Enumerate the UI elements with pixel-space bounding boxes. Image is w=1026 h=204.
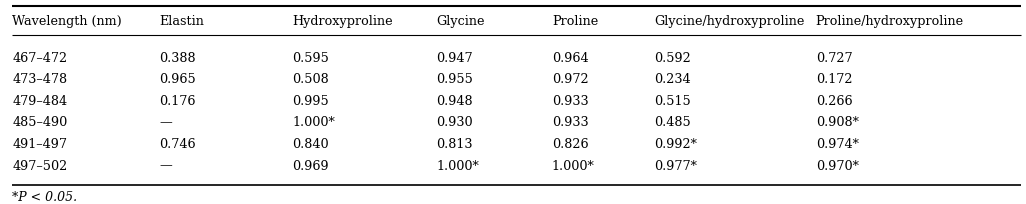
- Text: 0.746: 0.746: [159, 137, 196, 150]
- Text: 0.970*: 0.970*: [816, 159, 859, 172]
- Text: 0.176: 0.176: [159, 94, 196, 108]
- Text: 0.908*: 0.908*: [816, 116, 859, 129]
- Text: —: —: [159, 116, 171, 129]
- Text: Elastin: Elastin: [159, 15, 204, 28]
- Text: 0.974*: 0.974*: [816, 137, 859, 150]
- Text: 0.947: 0.947: [436, 52, 473, 65]
- Text: 0.813: 0.813: [436, 137, 473, 150]
- Text: 0.515: 0.515: [655, 94, 692, 108]
- Text: 0.595: 0.595: [292, 52, 329, 65]
- Text: 0.972: 0.972: [552, 73, 589, 86]
- Text: Glycine: Glycine: [436, 15, 484, 28]
- Text: 0.955: 0.955: [436, 73, 473, 86]
- Text: 485–490: 485–490: [12, 116, 68, 129]
- Text: 0.485: 0.485: [655, 116, 692, 129]
- Text: 497–502: 497–502: [12, 159, 68, 172]
- Text: 0.234: 0.234: [655, 73, 692, 86]
- Text: 0.992*: 0.992*: [655, 137, 698, 150]
- Text: 491–497: 491–497: [12, 137, 68, 150]
- Text: 0.592: 0.592: [655, 52, 692, 65]
- Text: 0.172: 0.172: [816, 73, 853, 86]
- Text: 0.727: 0.727: [816, 52, 853, 65]
- Text: 0.930: 0.930: [436, 116, 473, 129]
- Text: 0.995: 0.995: [292, 94, 329, 108]
- Text: —: —: [159, 159, 171, 172]
- Text: 0.508: 0.508: [292, 73, 329, 86]
- Text: 0.840: 0.840: [292, 137, 329, 150]
- Text: 473–478: 473–478: [12, 73, 68, 86]
- Text: 0.965: 0.965: [159, 73, 196, 86]
- Text: 0.933: 0.933: [552, 94, 589, 108]
- Text: 1.000*: 1.000*: [292, 116, 336, 129]
- Text: 1.000*: 1.000*: [436, 159, 479, 172]
- Text: 1.000*: 1.000*: [552, 159, 595, 172]
- Text: 0.977*: 0.977*: [655, 159, 698, 172]
- Text: Hydroxyproline: Hydroxyproline: [292, 15, 393, 28]
- Text: 0.964: 0.964: [552, 52, 589, 65]
- Text: 0.948: 0.948: [436, 94, 473, 108]
- Text: *P < 0.05.: *P < 0.05.: [12, 190, 77, 203]
- Text: 0.388: 0.388: [159, 52, 196, 65]
- Text: 0.266: 0.266: [816, 94, 853, 108]
- Text: 0.933: 0.933: [552, 116, 589, 129]
- Text: 479–484: 479–484: [12, 94, 68, 108]
- Text: 0.826: 0.826: [552, 137, 589, 150]
- Text: Proline/hydroxyproline: Proline/hydroxyproline: [816, 15, 963, 28]
- Text: 0.969: 0.969: [292, 159, 329, 172]
- Text: Wavelength (nm): Wavelength (nm): [12, 15, 122, 28]
- Text: 467–472: 467–472: [12, 52, 68, 65]
- Text: Proline: Proline: [552, 15, 598, 28]
- Text: Glycine/hydroxyproline: Glycine/hydroxyproline: [655, 15, 805, 28]
